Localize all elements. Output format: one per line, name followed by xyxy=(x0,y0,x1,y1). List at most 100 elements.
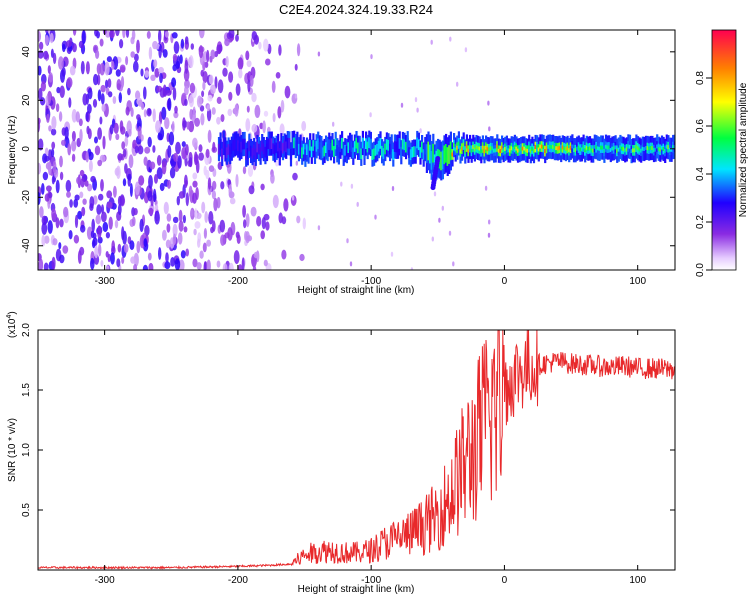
spectrogram-band-cell xyxy=(254,148,257,160)
spectrogram-band-cell xyxy=(389,143,392,155)
spectrogram-cell xyxy=(192,180,198,188)
spectrogram-cell xyxy=(100,179,104,192)
spectrogram-band-cell xyxy=(582,144,585,149)
spectrogram-cell xyxy=(114,219,119,229)
spectrogram-cell xyxy=(52,160,57,174)
spectrogram-band-cell xyxy=(486,147,489,152)
spectrogram-cell xyxy=(43,262,49,270)
spectrogram-cell xyxy=(225,56,229,68)
spectrogram-cell xyxy=(253,251,259,259)
spectrogram-cell xyxy=(133,252,139,267)
spectrogram-cell xyxy=(156,167,163,180)
spectrogram-x-axis-label: Height of straight line (km) xyxy=(298,285,415,296)
spectrogram-cell xyxy=(106,56,112,63)
spectrogram-band-cell xyxy=(336,145,339,156)
spectrogram-cell xyxy=(125,106,130,116)
spectrogram-band-cell xyxy=(510,146,513,151)
spectrogram-band-cell xyxy=(419,147,422,158)
spectrogram-cell xyxy=(75,111,81,123)
spectrogram-band-cell xyxy=(625,147,628,152)
colorbar-tick-label: 0.0 xyxy=(695,263,706,277)
spectrogram-cell xyxy=(79,191,84,199)
spectrogram-cell xyxy=(256,216,262,227)
spectrogram-cell xyxy=(166,213,172,222)
spectrogram-cell xyxy=(263,38,269,52)
spectrogram-cell xyxy=(185,248,189,257)
spectrogram-band-cell xyxy=(459,149,462,154)
spectrogram-cell xyxy=(178,220,184,232)
spectrogram-cell xyxy=(76,176,81,185)
spectrogram-cell xyxy=(222,263,228,270)
spectrogram-band-cell xyxy=(509,148,512,153)
y-tick-label: 20 xyxy=(21,94,32,106)
spectrogram-cell xyxy=(100,93,105,105)
spectrogram-cell xyxy=(194,117,201,127)
spectrogram-cell xyxy=(80,224,86,233)
spectrogram-cell xyxy=(85,151,89,163)
spectrogram-cell xyxy=(51,256,56,270)
spectrogram-band-cell xyxy=(560,148,563,152)
spectrogram-cell xyxy=(275,72,281,79)
spectrogram-cell xyxy=(109,124,114,135)
snr-series-line xyxy=(38,330,675,570)
spectrogram-band-cell xyxy=(256,141,259,153)
spectrogram-cell xyxy=(433,191,437,197)
spectrogram-cell xyxy=(201,90,205,98)
spectrogram-cell xyxy=(51,116,57,130)
spectrogram-cell xyxy=(133,264,138,270)
spectrogram-band-cell xyxy=(259,147,262,158)
spectrogram-y-axis-label: Frequency (Hz) xyxy=(7,116,18,185)
spectrogram-cell xyxy=(198,144,203,153)
spectrogram-band-cell xyxy=(269,138,272,149)
spectrogram-cell xyxy=(99,62,105,76)
spectrogram-band-cell xyxy=(553,146,556,151)
spectrogram-cell xyxy=(235,83,241,96)
spectrogram-cell xyxy=(121,226,125,241)
spectrogram-cell xyxy=(59,171,64,181)
spectrogram-cell xyxy=(81,30,86,45)
spectrogram-band-cell xyxy=(315,140,318,152)
spectrogram-band-cell xyxy=(472,145,475,149)
spectrogram-band-cell xyxy=(521,146,524,151)
spectrogram-cell xyxy=(192,258,198,268)
snr-y-ticks: 0.5 1.0 1.5 2.0 xyxy=(21,323,675,517)
spectrogram-cell xyxy=(90,230,95,239)
spectrogram-cell xyxy=(48,125,52,132)
spectrogram-band-cell xyxy=(635,144,638,149)
spectrogram-cell xyxy=(148,262,154,270)
spectrogram-cell xyxy=(148,207,154,215)
spectrogram-cell xyxy=(164,117,170,130)
spectrogram-band-cell xyxy=(305,144,309,155)
spectrogram-cell xyxy=(128,129,132,137)
spectrogram-cell xyxy=(117,243,122,253)
spectrogram-cell xyxy=(217,79,224,94)
spectrogram-band-cell xyxy=(230,143,233,155)
spectrogram-cell xyxy=(106,201,113,209)
snr-multiplier-label: (x104) xyxy=(6,311,18,338)
spectrogram-cell xyxy=(48,191,53,199)
spectrogram-band-cell xyxy=(523,146,526,151)
spectrogram-band-cell xyxy=(397,141,400,153)
spectrogram-band-cell xyxy=(659,147,662,152)
spectrogram-cell xyxy=(38,41,44,50)
spectrogram-cell xyxy=(86,125,90,135)
spectrogram-band-cell xyxy=(493,148,496,153)
spectrogram-band-cell xyxy=(648,146,651,151)
spectrogram-cell xyxy=(199,105,205,112)
spectrogram-cell xyxy=(220,114,225,123)
spectrogram-cell xyxy=(47,90,52,105)
spectrogram-band-cell xyxy=(296,138,299,150)
spectrogram-cell xyxy=(350,183,354,189)
spectrogram-band-cell xyxy=(469,145,472,149)
spectrogram-band-cell xyxy=(497,148,500,153)
spectrogram-band-cell xyxy=(350,141,353,152)
spectrogram-band-cell xyxy=(421,141,424,153)
spectrogram-cell xyxy=(251,92,257,103)
spectrogram-band-cell xyxy=(528,145,531,149)
colorbar-ticks: 0.0 0.2 0.4 0.6 0.8 xyxy=(695,71,712,277)
x-tick-label: -200 xyxy=(228,575,248,586)
svg-text:(x104): (x104) xyxy=(6,311,18,338)
spectrogram-band-cell xyxy=(240,141,243,153)
spectrogram-band-cell xyxy=(357,142,360,154)
